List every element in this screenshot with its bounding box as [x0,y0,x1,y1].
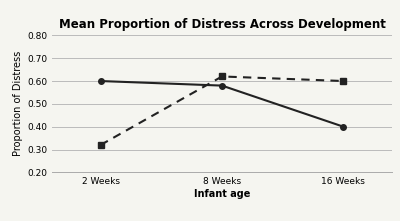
Title: Mean Proportion of Distress Across Development: Mean Proportion of Distress Across Devel… [58,18,386,31]
X-axis label: Infant age: Infant age [194,189,250,199]
Y-axis label: Proportion of Distress: Proportion of Distress [13,51,23,156]
Legend: Pre-Feeding Delay, Mid-Feeding Delay: Pre-Feeding Delay, Mid-Feeding Delay [101,218,343,221]
